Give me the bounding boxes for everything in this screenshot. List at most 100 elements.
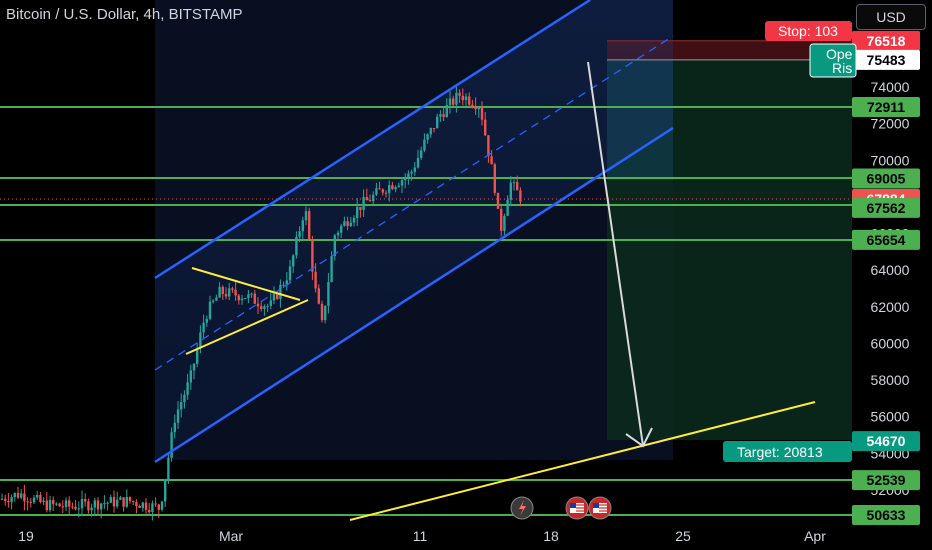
price-label-text: 69005 xyxy=(867,170,906,186)
candle-body xyxy=(141,502,144,508)
candle-body xyxy=(381,189,384,193)
candle-body xyxy=(208,301,212,319)
open-risk-box xyxy=(809,43,857,78)
channel-lower-line[interactable] xyxy=(154,126,674,464)
candle-body xyxy=(461,95,464,101)
candle-body xyxy=(301,220,304,232)
candle-body xyxy=(304,211,308,221)
candle-body xyxy=(464,96,468,101)
candle-body xyxy=(237,295,240,301)
candle-body xyxy=(32,497,36,503)
candle-body xyxy=(324,305,327,321)
candle-body xyxy=(36,494,39,498)
y-tick-label: 60000 xyxy=(871,335,910,351)
candle-body xyxy=(490,156,493,165)
price-label-text: 52539 xyxy=(867,472,906,488)
candle-body xyxy=(212,300,215,302)
y-tick-label: 58000 xyxy=(871,372,910,388)
currency-button[interactable]: USD xyxy=(856,4,926,30)
candle-body xyxy=(10,497,13,503)
candle-body xyxy=(375,188,378,195)
candle-body xyxy=(4,498,7,502)
candle-body xyxy=(196,348,199,364)
candle-body xyxy=(109,497,112,503)
candle-body xyxy=(61,506,64,508)
candle-body xyxy=(359,206,362,211)
candle-body xyxy=(176,409,180,423)
candle-body xyxy=(58,503,61,507)
price-label-tag xyxy=(852,49,920,70)
candle-body xyxy=(48,500,52,511)
candle-body xyxy=(384,192,388,194)
candle-body xyxy=(362,197,365,211)
candle-body xyxy=(0,498,4,500)
price-label-tag xyxy=(852,505,920,526)
candle-body xyxy=(164,479,167,502)
candle-body xyxy=(160,501,164,510)
candle-body xyxy=(480,107,484,120)
candle-body xyxy=(173,422,176,433)
candle-body xyxy=(218,286,221,298)
candle-body xyxy=(407,173,410,178)
candle-body xyxy=(509,182,512,200)
price-label-tag xyxy=(852,96,920,117)
candle-body xyxy=(496,192,500,209)
price-label-text: 54670 xyxy=(867,433,906,449)
candle-body xyxy=(346,221,349,227)
candle-body xyxy=(138,506,141,508)
candle-body xyxy=(199,332,202,349)
projection-arrow-head xyxy=(625,427,653,448)
candle-body xyxy=(468,96,471,105)
candle-body xyxy=(512,182,516,184)
candle-body xyxy=(253,293,256,304)
candle-body xyxy=(74,506,77,510)
candle-body xyxy=(426,134,429,140)
price-label-tag xyxy=(852,197,920,218)
triangle-upper-line[interactable] xyxy=(191,267,301,301)
x-tick-label: 19 xyxy=(18,528,34,544)
candle-body xyxy=(292,255,295,267)
candle-body xyxy=(148,509,151,512)
x-tick-label: Apr xyxy=(804,528,826,544)
y-tick-label: 72000 xyxy=(871,116,910,132)
candle-body xyxy=(266,305,269,307)
candle-body xyxy=(87,501,90,511)
x-tick-label: 25 xyxy=(675,528,691,544)
candle-body xyxy=(288,266,292,281)
triangle-lower-line[interactable] xyxy=(185,299,309,355)
candle-body xyxy=(336,232,340,236)
price-label-text: 76518 xyxy=(867,33,906,49)
candle-body xyxy=(7,501,10,503)
chart-title: Bitcoin / U.S. Dollar, 4h, BITSTAMP xyxy=(6,6,243,23)
flag-canton xyxy=(570,503,576,508)
candle-body xyxy=(391,185,394,190)
price-label-tag xyxy=(852,229,920,250)
candle-body xyxy=(39,494,42,503)
flag-canton xyxy=(593,503,599,508)
candle-body xyxy=(205,318,208,323)
ascending-channel xyxy=(155,0,673,462)
long-trendline[interactable] xyxy=(349,401,816,521)
price-label-tag xyxy=(852,168,920,189)
open-label-text: Ope xyxy=(826,46,853,62)
candle-body xyxy=(320,303,324,321)
candle-body xyxy=(506,199,509,216)
candle-body xyxy=(413,167,416,172)
candle-body xyxy=(26,501,29,503)
candle-body xyxy=(263,306,266,309)
candle-body xyxy=(455,92,458,105)
candle-body xyxy=(439,114,442,117)
candle-body xyxy=(192,363,196,371)
candle-body xyxy=(20,493,23,498)
candle-body xyxy=(410,171,413,174)
x-tick-label: Mar xyxy=(219,528,243,544)
candle-body xyxy=(519,190,522,202)
candle-body xyxy=(55,503,58,505)
candle-body xyxy=(202,322,205,333)
candle-body xyxy=(282,284,285,286)
candle-body xyxy=(471,104,474,107)
candle-body xyxy=(170,432,173,458)
channel-upper-line[interactable] xyxy=(154,0,591,280)
candle-body xyxy=(349,222,352,227)
